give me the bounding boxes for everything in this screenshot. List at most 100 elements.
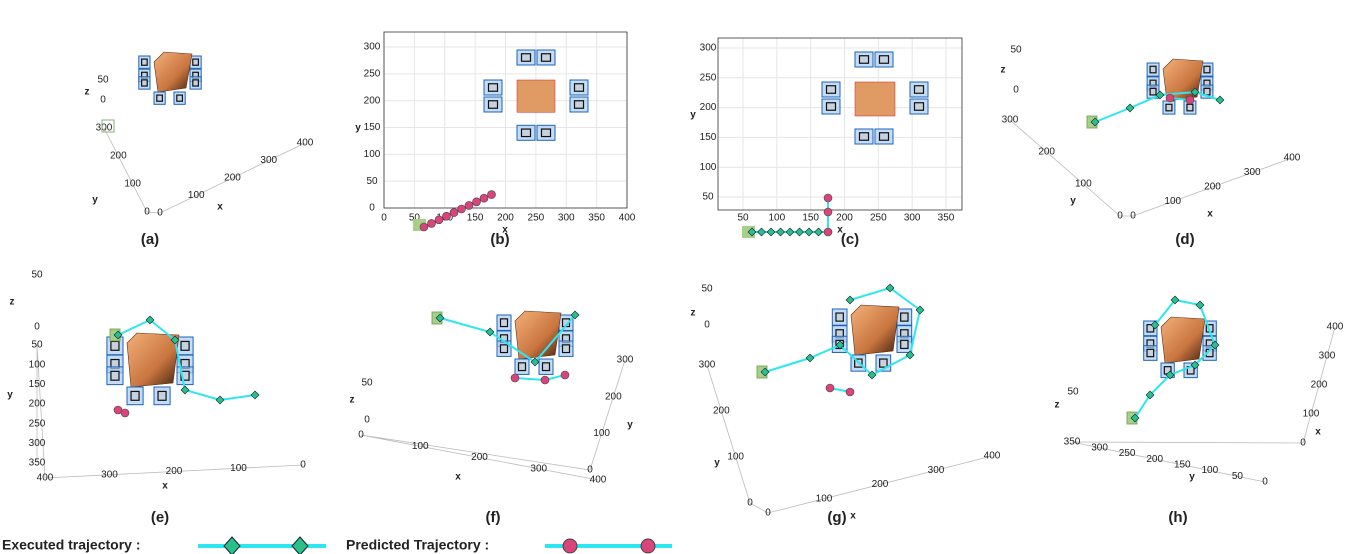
panel: 0 100 200 300 400 x 350 300 250 200 150 100 50 0 y 50 z (… xyxy=(1055,295,1344,526)
obstacle-core xyxy=(499,344,509,354)
tick-label: 0 xyxy=(358,430,364,441)
tick-label: 50 xyxy=(366,176,378,187)
tick-label: 250 xyxy=(1119,448,1136,459)
legend-predicted: Predicted Trajectory : xyxy=(346,537,489,553)
tick-label: 300 xyxy=(1319,351,1336,362)
executed-point xyxy=(1125,103,1135,113)
predicted-point xyxy=(472,197,481,207)
tick-label: 50 xyxy=(1232,471,1244,482)
obstacle-core xyxy=(110,340,120,351)
tick-label: 100 xyxy=(1164,196,1181,207)
obstacle-core xyxy=(1186,103,1194,112)
predicted-point xyxy=(479,193,489,203)
tick-label: 200 xyxy=(1204,182,1221,193)
tick-label: 350 xyxy=(588,213,605,224)
tick-label: 200 xyxy=(836,213,853,224)
axis-label: x xyxy=(837,225,843,236)
predicted-point xyxy=(540,375,550,385)
tick-label: 50 xyxy=(97,75,109,86)
tick-label: 250 xyxy=(700,72,717,83)
executed-point xyxy=(570,310,580,320)
predicted-point xyxy=(457,204,466,214)
tick-label: 0 xyxy=(300,460,306,471)
tick-label: 100 xyxy=(1075,179,1092,190)
tick-label: 0 xyxy=(1117,211,1123,222)
predicted-point xyxy=(442,211,451,221)
trajectory-line xyxy=(117,318,256,402)
tick-label: 100 xyxy=(230,463,247,474)
axes-frame xyxy=(717,37,963,211)
executed-point xyxy=(215,395,225,405)
tick-label: 200 xyxy=(1038,147,1055,158)
executed-point xyxy=(835,340,845,350)
tick-label: 400 xyxy=(984,451,1001,462)
tick-label: 50 xyxy=(737,213,749,224)
obstacle-core xyxy=(1149,65,1157,74)
executed-point xyxy=(1150,320,1160,330)
axis-label: y xyxy=(355,123,361,134)
axis-label: z xyxy=(10,297,15,308)
tick-label: 0 xyxy=(1262,477,1268,488)
panel: 0 100 200 300 400 x 0 100 200 300 y 0 50 z (d) xyxy=(1001,45,1301,248)
tick-label: 100 xyxy=(593,428,610,439)
tick-label: 200 xyxy=(110,151,127,162)
tick-label: 50 xyxy=(361,378,373,389)
executed-point xyxy=(814,227,823,237)
trajectory-line xyxy=(1134,298,1217,419)
predicted-point xyxy=(823,227,833,237)
obstacle-core xyxy=(192,79,200,87)
panel-label: (a) xyxy=(141,231,159,248)
panel: 0 100 200 300 400 x 0 100 200 300 y 0 50 z (a) xyxy=(85,51,314,248)
tick-label: 0 xyxy=(1130,211,1136,222)
legend-executed: Executed trajectory : xyxy=(2,537,141,553)
tick-label: 250 xyxy=(364,68,381,79)
executed-point xyxy=(113,330,123,340)
cube xyxy=(514,310,562,360)
obstacle-core xyxy=(900,339,909,350)
executed-point xyxy=(170,335,180,345)
predicted-point xyxy=(1165,93,1175,103)
tick-label: 200 xyxy=(872,479,889,490)
predicted-point xyxy=(510,373,520,383)
executed-point xyxy=(1145,390,1155,400)
executed-point xyxy=(435,313,445,323)
tick-label: 200 xyxy=(364,95,381,106)
axis-line xyxy=(1071,326,1336,483)
predicted-point xyxy=(434,215,444,225)
tick-label: 400 xyxy=(1327,322,1344,333)
cube xyxy=(850,304,900,356)
executed-point xyxy=(747,227,757,237)
tick-label: 300 xyxy=(29,438,46,449)
executed-point xyxy=(530,357,540,367)
predicted-point xyxy=(419,222,429,232)
executed-point xyxy=(915,305,925,315)
executed-point xyxy=(1190,87,1200,97)
obstacle-core xyxy=(573,83,585,92)
panel: 50 100 150 200 250 300 350 x 50 100 150 200 250 300 y (… xyxy=(690,37,963,248)
panel-label: (c) xyxy=(841,231,859,248)
tick-label: 400 xyxy=(619,213,636,224)
axis-label: x xyxy=(502,225,508,236)
obstacle-core xyxy=(499,318,509,328)
tick-label: 400 xyxy=(590,475,607,486)
axis-label: x xyxy=(217,202,223,213)
tick-label: 100 xyxy=(364,149,381,160)
obstacle-core xyxy=(487,100,499,109)
obstacle-core xyxy=(180,370,190,381)
tick-label: 100 xyxy=(412,441,429,452)
tick-label: 300 xyxy=(260,155,277,166)
executed-point xyxy=(1165,370,1175,380)
tick-label: 0 xyxy=(587,465,593,476)
obstacle-core xyxy=(1203,87,1211,96)
tick-label: 200 xyxy=(471,452,488,463)
executed-point xyxy=(885,283,895,293)
obstacle-core xyxy=(192,58,200,66)
executed-point xyxy=(1155,90,1165,100)
tick-label: 300 xyxy=(1244,167,1261,178)
tick-label: 300 xyxy=(904,213,921,224)
axis-line xyxy=(1009,119,1293,217)
panel-label: (b) xyxy=(490,231,509,248)
panel: 050100150200250300350400x050100150200250… xyxy=(355,31,636,248)
axis-label: x xyxy=(1315,427,1321,438)
